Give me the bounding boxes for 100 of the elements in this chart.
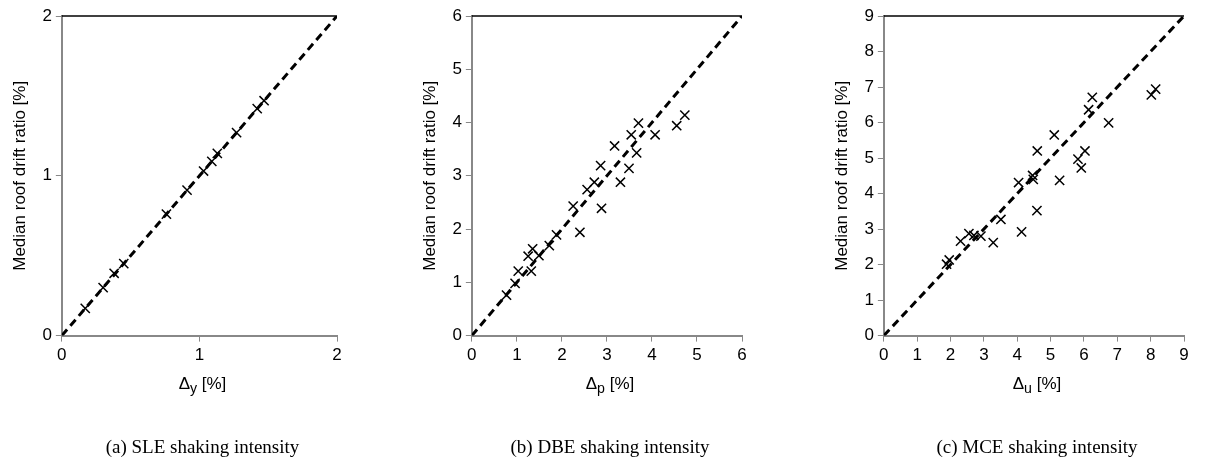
y-axis-title: Median roof drift ratio [%]	[9, 80, 29, 271]
point	[581, 184, 593, 195]
point	[533, 250, 545, 262]
x-tick-label: 0	[467, 345, 477, 365]
point	[1027, 174, 1039, 185]
y-tick-label: 8	[864, 41, 874, 61]
y-tick-label: 2	[864, 254, 874, 274]
y-tick-label: 4	[452, 112, 462, 132]
x-axis-title: Δ$_{y}$ [%]	[177, 374, 228, 397]
point	[198, 165, 209, 177]
point	[181, 184, 193, 196]
point	[1031, 145, 1043, 157]
y-tick-label: 0	[42, 325, 52, 345]
y-tick-label: 7	[864, 76, 874, 96]
x-tick-label: 2	[945, 345, 956, 365]
point	[609, 140, 620, 152]
point	[1013, 177, 1024, 188]
point	[1103, 117, 1114, 129]
point	[1027, 170, 1038, 181]
y-tick-label: 5	[864, 147, 874, 167]
y-tick-label: 9	[864, 5, 874, 25]
x-tick-label: 9	[1179, 345, 1189, 365]
point	[1079, 145, 1091, 157]
point	[527, 243, 538, 255]
x-tick-label: 0	[57, 345, 67, 365]
y-tick-label: 3	[864, 218, 874, 238]
y-tick-label: 4	[864, 183, 874, 203]
x-tick-label: 4	[647, 345, 657, 365]
point	[649, 129, 661, 141]
point	[943, 254, 955, 266]
y-axis-title: Median roof drift ratio [%]	[419, 80, 439, 271]
point	[97, 282, 109, 294]
y-tick-label: 1	[452, 272, 462, 292]
point	[1150, 83, 1161, 95]
text: (c) MCE shaking intensity	[935, 436, 1139, 458]
point	[588, 176, 600, 188]
point	[1086, 91, 1098, 103]
point	[955, 235, 966, 247]
x-tick-label: 2	[332, 345, 342, 365]
y-tick-label: 1	[864, 289, 874, 309]
x-tick-label: 1	[194, 345, 205, 365]
x-tick-label: 3	[979, 345, 989, 365]
point	[501, 289, 512, 301]
y-tick-label: 5	[452, 58, 462, 78]
point	[623, 163, 635, 174]
point	[975, 230, 987, 242]
y-axis-title: Median roof drift ratio [%]	[831, 80, 851, 271]
point	[987, 237, 999, 248]
point	[509, 278, 521, 289]
x-tick-label: 8	[1145, 345, 1156, 365]
point	[633, 117, 644, 129]
point	[161, 208, 172, 220]
text: (a) SLE shaking intensity	[104, 436, 301, 458]
point	[941, 258, 952, 270]
point	[211, 148, 223, 159]
x-tick-label: 7	[1112, 345, 1123, 365]
point	[79, 303, 91, 314]
point	[525, 265, 537, 277]
y-tick-label: 0	[864, 325, 874, 345]
point	[679, 109, 691, 121]
text: (b) DBE shaking intensity	[509, 436, 711, 458]
x-tick-label: 0	[879, 345, 889, 365]
y-tick-label: 2	[452, 218, 462, 238]
point	[251, 103, 263, 115]
point	[631, 147, 642, 159]
x-axis-title: Δ$_{p}$ [%]	[584, 374, 636, 397]
x-tick-label: 3	[602, 345, 612, 365]
point	[512, 265, 524, 277]
point	[1083, 104, 1094, 116]
point	[231, 127, 242, 138]
point	[1054, 175, 1065, 186]
point	[1048, 129, 1060, 141]
point	[574, 226, 586, 238]
y-tick-label: 6	[452, 5, 462, 25]
x-tick-label: 1	[512, 345, 522, 365]
point	[968, 230, 980, 241]
point	[522, 250, 534, 262]
point	[1016, 226, 1027, 238]
point	[963, 228, 975, 240]
x-tick-label: 2	[557, 345, 567, 365]
point	[615, 176, 626, 188]
point	[995, 214, 1007, 225]
y-tick-label: 3	[452, 165, 462, 185]
x-tick-label: 5	[1045, 345, 1056, 365]
point	[625, 129, 637, 141]
y-tick-label: 1	[42, 165, 52, 185]
point	[567, 200, 579, 212]
point	[108, 267, 120, 279]
point	[671, 120, 683, 132]
y-tick-label: 0	[452, 325, 462, 345]
point	[543, 240, 555, 251]
point	[596, 202, 607, 214]
point	[118, 258, 130, 270]
point	[1031, 205, 1043, 216]
point	[551, 229, 562, 241]
y-tick-label: 2	[42, 5, 52, 25]
x-tick-label: 1	[912, 345, 922, 365]
point	[1145, 89, 1157, 101]
x-axis-title: Δ$_{u}$ [%]	[1011, 374, 1063, 397]
point	[595, 160, 606, 172]
